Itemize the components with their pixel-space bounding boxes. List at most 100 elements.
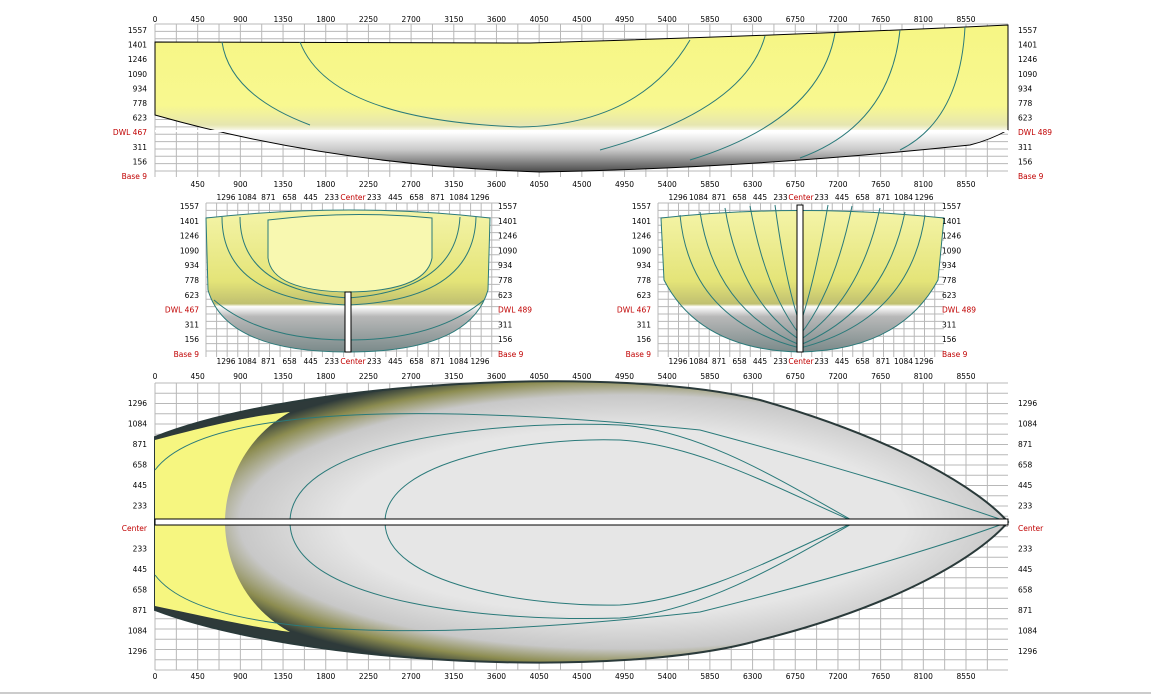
tick-label: 871 [261, 357, 276, 366]
tick-label: 156 [498, 335, 513, 344]
tick-label: Center [340, 357, 366, 366]
tick-label: 6300 [743, 372, 762, 381]
tick-label: 871 [261, 193, 276, 202]
tick-label: 623 [942, 291, 957, 300]
tick-label: 7200 [828, 180, 847, 189]
tick-label: 658 [732, 193, 747, 202]
tick-label: 658 [1018, 586, 1033, 595]
tick-label: 934 [637, 261, 652, 270]
tick-label: 1296 [668, 193, 687, 202]
tick-label: 7200 [828, 672, 847, 681]
tick-label: 1800 [316, 672, 335, 681]
tick-label: 778 [1018, 99, 1033, 108]
tick-label: 6300 [743, 15, 762, 24]
tick-label: 1084 [894, 357, 913, 366]
tick-label: 1557 [942, 202, 961, 211]
tick-label: 445 [388, 357, 403, 366]
tick-label: 1350 [274, 672, 293, 681]
tick-label: 8100 [914, 672, 933, 681]
tick-label: 1084 [449, 193, 468, 202]
tick-label: 8550 [956, 180, 975, 189]
tick-label: 2700 [402, 372, 421, 381]
tick-label: 1246 [1018, 55, 1037, 64]
tick-label: 658 [409, 193, 424, 202]
tick-label: 1296 [128, 399, 147, 408]
tick-label: 3150 [444, 180, 463, 189]
tick-label: 450 [191, 180, 206, 189]
tick-label: 233 [367, 357, 382, 366]
tick-label: 6750 [786, 15, 805, 24]
tick-label: DWL 467 [113, 128, 147, 137]
tick-label: 1350 [274, 372, 293, 381]
tick-label: 445 [304, 193, 319, 202]
tick-label: 7650 [871, 672, 890, 681]
tick-label: Center [340, 193, 366, 202]
tick-label: 778 [133, 99, 148, 108]
tick-label: 934 [498, 261, 513, 270]
tick-label: 233 [325, 193, 340, 202]
tick-label: 5400 [658, 180, 677, 189]
tick-label: 658 [282, 357, 297, 366]
tick-label: 934 [1018, 84, 1033, 93]
tick-label: 450 [191, 15, 206, 24]
tick-label: 1401 [180, 217, 199, 226]
tick-label: 445 [835, 357, 850, 366]
tick-label: 1090 [942, 246, 961, 255]
tick-label: 1296 [668, 357, 687, 366]
tick-label: 658 [855, 193, 870, 202]
tick-label: 5850 [700, 180, 719, 189]
tick-label: 1090 [1018, 70, 1037, 79]
tick-label: 445 [133, 565, 148, 574]
tick-label: 658 [409, 357, 424, 366]
tick-label: 2250 [359, 15, 378, 24]
tick-label: 871 [876, 193, 891, 202]
tick-label: 3600 [487, 15, 506, 24]
tick-label: 658 [1018, 461, 1033, 470]
tick-label: 311 [1018, 143, 1033, 152]
tick-label: 7200 [828, 15, 847, 24]
tick-label: Base 9 [498, 350, 524, 359]
tick-label: 1296 [128, 647, 147, 656]
tick-label: Base 9 [174, 350, 200, 359]
tick-label: 445 [753, 357, 768, 366]
tick-label: 658 [732, 357, 747, 366]
tick-label: 445 [388, 193, 403, 202]
tick-label: 1246 [632, 232, 651, 241]
tick-label: 623 [185, 291, 200, 300]
tick-label: 8550 [956, 672, 975, 681]
tick-label: 778 [185, 276, 200, 285]
tick-label: 233 [1018, 545, 1033, 554]
tick-label: Base 9 [626, 350, 652, 359]
tick-label: 5400 [658, 672, 677, 681]
tick-label: 2700 [402, 180, 421, 189]
tick-label: 871 [431, 193, 446, 202]
tick-label: 900 [233, 15, 248, 24]
tick-label: 3600 [487, 180, 506, 189]
tick-label: Center [788, 193, 814, 202]
tick-label: 0 [153, 15, 158, 24]
tick-label: 871 [1018, 440, 1033, 449]
profile-sections [221, 26, 966, 161]
tick-label: 445 [1018, 481, 1033, 490]
tick-label: 1296 [914, 357, 933, 366]
tick-label: 1246 [942, 232, 961, 241]
tick-label: 4950 [615, 15, 634, 24]
tick-label: 1084 [128, 420, 147, 429]
tick-label: 311 [185, 320, 200, 329]
tick-label: 778 [637, 276, 652, 285]
tick-label: 2250 [359, 672, 378, 681]
tick-label: 871 [133, 606, 148, 615]
tick-label: 311 [637, 320, 652, 329]
body-aft-cockpit [267, 213, 433, 293]
tick-label: 658 [133, 586, 148, 595]
tick-label: 934 [133, 84, 148, 93]
tick-label: 156 [1018, 157, 1033, 166]
tick-label: 1557 [128, 26, 147, 35]
tick-label: 778 [942, 276, 957, 285]
tick-label: 4050 [530, 180, 549, 189]
tick-label: 7200 [828, 372, 847, 381]
tick-label: 450 [191, 372, 206, 381]
tick-label: 871 [431, 357, 446, 366]
tick-label: 156 [133, 157, 148, 166]
